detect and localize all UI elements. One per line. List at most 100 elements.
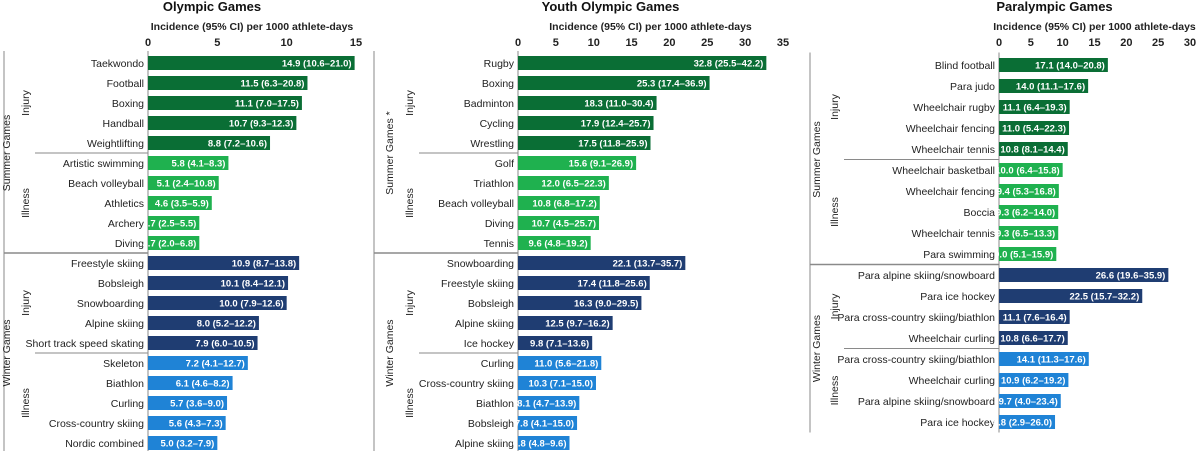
data-label: 17.4 (11.8–25.6): [578, 279, 647, 290]
data-label: 3.7 (2.5–5.5): [142, 219, 196, 230]
section-label: Injury: [20, 289, 32, 315]
tick-label: 20: [663, 37, 675, 49]
bar: [999, 415, 1056, 429]
data-label: 11.5 (6.3–20.8): [241, 79, 305, 90]
category-label: Blind football: [935, 60, 995, 72]
data-label: 5.7 (3.6–9.0): [170, 399, 224, 410]
data-label: 7.8 (4.1–15.0): [515, 419, 574, 430]
category-label: Diving: [485, 218, 514, 230]
bar: [148, 216, 200, 230]
data-label: 9.3 (6.2–14.0): [996, 208, 1055, 219]
data-label: 8.1 (4.7–13.9): [517, 399, 576, 410]
category-label: Curling: [111, 398, 144, 410]
data-label: 5.0 (3.2–7.9): [160, 439, 214, 450]
category-label: Rugby: [484, 58, 515, 70]
category-label: Freestyle skiing: [71, 258, 144, 270]
bar: [518, 336, 593, 350]
tick-label: 0: [996, 37, 1002, 49]
category-label: Artistic swimming: [63, 158, 144, 170]
category-label: Taekwondo: [91, 58, 144, 70]
bar: [148, 156, 229, 170]
data-label: 14.9 (10.6–21.0): [282, 59, 352, 70]
tick-label: 10: [588, 37, 600, 49]
category-label: Para ice hockey: [920, 417, 995, 429]
data-label: 17.9 (12.4–25.7): [581, 119, 651, 130]
section-label: Illness: [404, 388, 416, 418]
tick-label: 5: [1028, 37, 1034, 49]
data-label: 22.1 (13.7–35.7): [613, 259, 683, 270]
category-label: Para cross-country skiing/biathlon: [837, 354, 995, 366]
bar: [999, 268, 1169, 282]
data-label: 11.0 (5.6–21.8): [534, 359, 598, 370]
bar: [148, 236, 200, 250]
bar: [148, 336, 258, 350]
bar: [148, 416, 226, 430]
data-label: 7.2 (4.1–12.7): [186, 359, 245, 370]
data-label: 26.6 (19.6–35.9): [1096, 271, 1166, 282]
section-label: Injury: [829, 93, 841, 119]
bar: [518, 56, 767, 70]
category-label: Cross-country skiing: [49, 418, 144, 430]
category-label: Snowboarding: [447, 258, 514, 270]
bar: [518, 416, 578, 430]
bar: [518, 296, 642, 310]
bar: [148, 356, 248, 370]
data-label: 5.1 (2.4–10.8): [157, 179, 216, 190]
category-label: Wheelchair fencing: [906, 123, 995, 135]
section-label: Illness: [20, 388, 32, 418]
bar: [999, 58, 1108, 72]
bar: [518, 176, 609, 190]
bar: [518, 96, 657, 110]
bar: [999, 373, 1069, 387]
category-label: Freestyle skiing: [441, 278, 514, 290]
data-label: 7.9 (6.0–10.5): [195, 339, 254, 350]
bar: [148, 276, 289, 290]
bar: [999, 163, 1063, 177]
category-label: Alpine skiing: [455, 318, 514, 330]
axis-label: Incidence (95% CI) per 1000 athlete-days: [549, 21, 752, 33]
bar: [999, 142, 1068, 156]
section-label: Injury: [404, 89, 416, 115]
section-label: Illness: [829, 376, 841, 406]
category-label: Archery: [108, 218, 145, 230]
data-label: 9.6 (4.8–19.2): [529, 239, 588, 250]
bar: [148, 96, 302, 110]
games-label: Winter Games: [1, 319, 13, 386]
category-label: Golf: [495, 158, 514, 170]
bar: [518, 356, 602, 370]
data-label: 9.3 (6.5–13.3): [996, 229, 1055, 240]
section-label: Injury: [20, 89, 32, 115]
tick-label: 30: [739, 37, 751, 49]
category-label: Cross-country skiing: [419, 378, 514, 390]
data-label: 5.8 (4.1–8.3): [172, 159, 226, 170]
category-label: Beach volleyball: [438, 198, 514, 210]
bar: [999, 331, 1068, 345]
category-label: Para swimming: [923, 249, 995, 261]
data-label: 10.9 (8.7–13.8): [232, 259, 296, 270]
data-label: 8.8 (2.9–26.0): [993, 418, 1052, 429]
bar: [999, 184, 1059, 198]
category-label: Boccia: [963, 207, 995, 219]
data-label: 17.5 (11.8–25.9): [578, 139, 647, 150]
category-label: Triathlon: [474, 178, 515, 190]
category-label: Cycling: [480, 118, 515, 130]
data-label: 9.8 (7.1–13.6): [530, 339, 589, 350]
data-label: 3.7 (2.0–6.8): [142, 239, 196, 250]
tick-label: 0: [515, 37, 521, 49]
category-label: Bobsleigh: [468, 418, 514, 430]
data-label: 10.0 (7.9–12.6): [219, 299, 283, 310]
data-label: 11.1 (6.4–19.3): [1003, 103, 1067, 114]
bar: [148, 56, 355, 70]
bar: [518, 436, 570, 450]
games-label: Winter Games: [811, 315, 823, 382]
data-label: 32.8 (25.5–42.2): [694, 59, 764, 70]
data-label: 8.0 (5.2–12.2): [197, 319, 256, 330]
bar: [999, 289, 1143, 303]
category-label: Snowboarding: [77, 298, 144, 310]
bar: [999, 79, 1089, 93]
bar: [518, 196, 600, 210]
bar: [148, 76, 308, 90]
bar: [148, 176, 219, 190]
data-label: 16.3 (9.0–29.5): [574, 299, 638, 310]
